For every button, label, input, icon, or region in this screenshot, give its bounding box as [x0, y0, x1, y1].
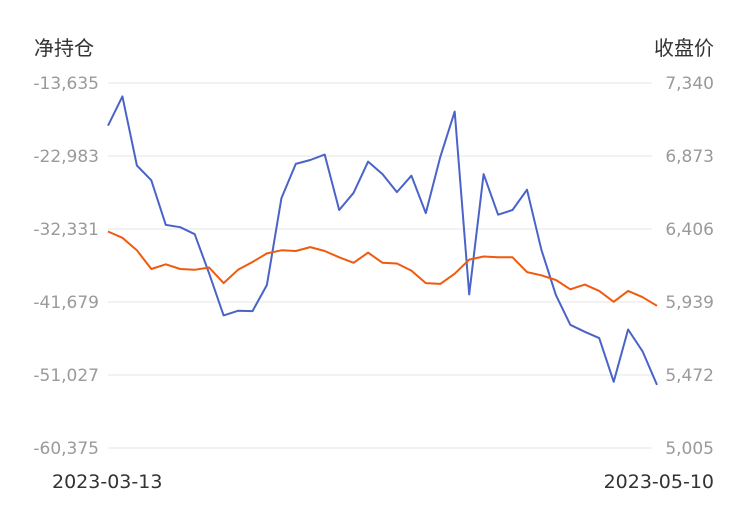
close-price-line — [107, 230, 658, 307]
left-tick-label: -51,027 — [33, 366, 99, 386]
right-axis-ticks: 7,340 6,873 6,406 5,939 5,472 5,005 — [665, 74, 714, 459]
left-tick-label: -22,983 — [33, 147, 99, 167]
right-axis-title: 收盘价 — [654, 36, 714, 60]
right-tick-label: 5,005 — [665, 439, 714, 459]
series-lines — [107, 95, 658, 386]
x-end-date-label: 2023-05-10 — [604, 471, 714, 493]
right-tick-label: 6,873 — [665, 147, 714, 167]
right-tick-label: 5,472 — [665, 366, 714, 386]
gridlines — [108, 82, 652, 449]
left-tick-label: -60,375 — [33, 439, 99, 459]
x-start-date-label: 2023-03-13 — [52, 471, 162, 493]
left-tick-label: -32,331 — [33, 220, 99, 240]
left-axis-title: 净持仓 — [34, 36, 94, 60]
right-tick-label: 5,939 — [665, 293, 714, 313]
left-axis-ticks: -13,635 -22,983 -32,331 -41,679 -51,027 -60,3… — [33, 74, 99, 459]
left-tick-label: -13,635 — [33, 74, 99, 94]
right-tick-label: 6,406 — [665, 220, 714, 240]
right-tick-label: 7,340 — [665, 74, 714, 94]
left-tick-label: -41,679 — [33, 293, 99, 313]
net-position-line — [107, 95, 658, 386]
